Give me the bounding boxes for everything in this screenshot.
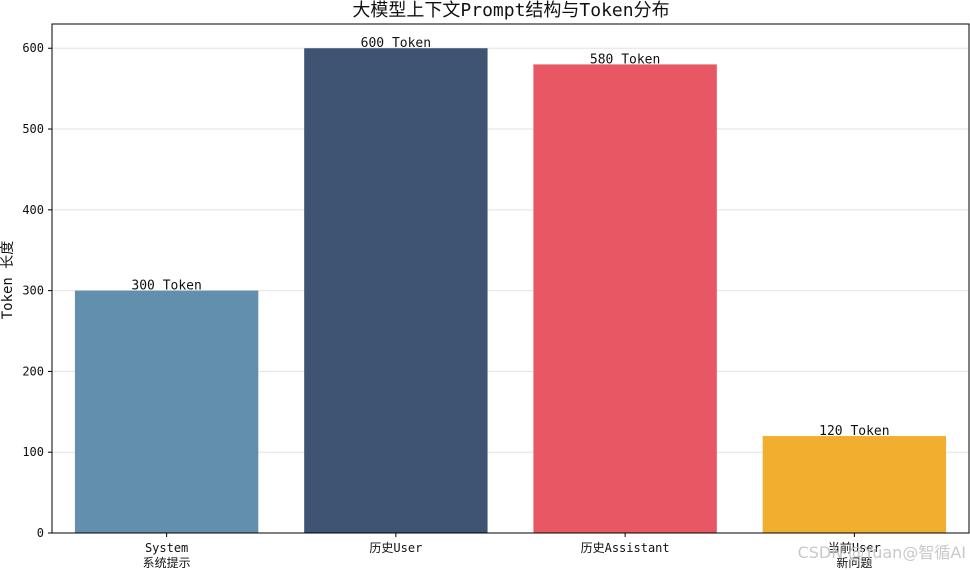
bars [74,48,947,534]
data-label: 120 Token [819,424,889,439]
y-tick-label: 500 [22,122,44,136]
data-label: 580 Token [590,52,660,67]
data-label: 600 Token [361,36,431,51]
y-tick-label: 200 [22,364,44,378]
y-tick-label: 0 [37,526,44,540]
watermark: CSDN @Yuan@智循AI [798,543,966,562]
x-tick-label: 系统提示 [143,555,191,570]
bar [533,64,717,534]
chart-title: 大模型上下文Prompt结构与Token分布 [352,0,669,21]
plot-frame [51,23,970,534]
x-tick-label: 历史Assistant [581,541,670,555]
data-label: 300 Token [131,279,201,294]
y-axis-ticks: 0 100 200 300 400 500 600 [22,41,52,540]
y-tick-label: 300 [22,284,44,298]
x-tick-label: 历史User [369,541,422,555]
y-tick-label: 100 [22,445,44,459]
bar [762,436,947,533]
x-tick-label: 当前User [828,540,881,555]
bar [304,48,488,533]
data-labels: 300 Token 600 Token 580 Token 120 Token [131,36,889,439]
x-tick-label: System [145,541,188,555]
bar [74,290,259,533]
x-tick-label: 新问题 [836,555,872,570]
y-tick-label: 600 [22,41,44,55]
y-axis-label: Token 长度 [0,241,16,320]
y-tick-label: 400 [22,203,44,217]
